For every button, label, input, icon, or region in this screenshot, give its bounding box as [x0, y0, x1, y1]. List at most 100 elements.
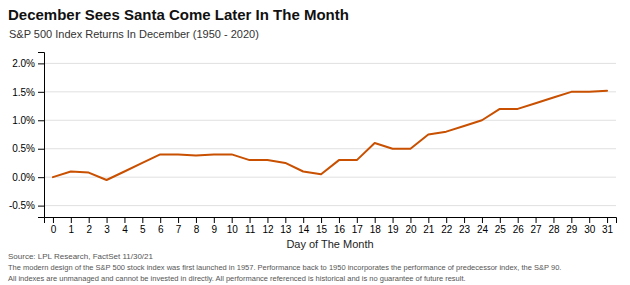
x-tick: 4: [122, 217, 128, 235]
x-tick-label: 26: [513, 224, 525, 235]
y-tick: 0.5%: [12, 143, 44, 154]
x-tick-mark: [446, 217, 447, 223]
y-tick-label: 1.0%: [12, 115, 35, 126]
subtitle: S&P 500 Index Returns In December (1950 …: [9, 28, 259, 40]
x-tick: 21: [423, 217, 435, 235]
x-tick: 30: [584, 217, 596, 235]
x-tick-label: 1: [69, 224, 75, 235]
x-tick-mark: [214, 217, 215, 223]
x-tick: 25: [495, 217, 507, 235]
grid-line: [44, 205, 616, 206]
y-axis-line: [38, 53, 45, 218]
x-tick-label: 15: [316, 224, 328, 235]
x-tick: 14: [298, 217, 310, 235]
y-tick: 2.0%: [12, 58, 44, 69]
x-tick: 29: [566, 217, 578, 235]
grid-line: [44, 177, 616, 178]
x-axis-line: [45, 218, 617, 224]
x-axis-title: Day of The Month: [286, 238, 373, 250]
x-tick: 8: [194, 217, 200, 235]
x-tick-mark: [410, 217, 411, 223]
x-tick-label: 12: [262, 224, 274, 235]
y-tick: 1.5%: [12, 87, 44, 98]
y-tick-mark: [38, 120, 44, 121]
line: [53, 91, 607, 180]
x-tick-mark: [428, 217, 429, 223]
x-tick-label: 23: [459, 224, 471, 235]
y-tick-label: 2.0%: [12, 58, 35, 69]
y-tick-mark: [38, 63, 44, 64]
x-tick-mark: [393, 217, 394, 223]
x-tick-label: 31: [602, 224, 614, 235]
x-tick: 31: [602, 217, 614, 235]
grid-line: [44, 63, 616, 64]
plot-area: [53, 91, 607, 180]
grid-line: [44, 120, 616, 121]
x-tick-label: 5: [140, 224, 146, 235]
x-tick-label: 9: [212, 224, 218, 235]
x-tick-mark: [285, 217, 286, 223]
x-tick-label: 18: [370, 224, 382, 235]
y-tick-label: 0.5%: [12, 143, 35, 154]
x-tick-mark: [536, 217, 537, 223]
y-tick-mark: [38, 206, 44, 207]
x-tick-mark: [160, 217, 161, 223]
x-tick-label: 27: [531, 224, 543, 235]
x-tick: 17: [352, 217, 364, 235]
footnote: All indexes are unmanaged and cannot be …: [8, 274, 466, 283]
x-tick: 3: [104, 217, 110, 235]
x-tick-label: 3: [104, 224, 110, 235]
x-tick-label: 30: [584, 224, 596, 235]
y-tick-mark: [38, 177, 44, 178]
x-tick: 11: [245, 217, 256, 235]
y-tick: 0.0%: [12, 172, 44, 183]
x-tick: 27: [531, 217, 543, 235]
x-tick: 28: [548, 217, 560, 235]
x-tick-mark: [375, 217, 376, 223]
x-tick: 12: [262, 217, 274, 235]
x-tick-label: 0: [51, 224, 57, 235]
x-tick-label: 11: [245, 224, 256, 235]
x-tick: 20: [405, 217, 417, 235]
x-tick-mark: [571, 217, 572, 223]
y-tick-mark: [38, 92, 44, 93]
x-tick: 1: [69, 217, 75, 235]
x-tick: 5: [140, 217, 146, 235]
x-tick-mark: [607, 217, 608, 223]
grid-line: [44, 91, 616, 92]
y-tick: -0.5%: [9, 200, 44, 211]
x-tick-mark: [321, 217, 322, 223]
x-tick-mark: [500, 217, 501, 223]
x-tick-mark: [553, 217, 554, 223]
x-tick-label: 7: [176, 224, 182, 235]
x-axis: 0123456789101112131415161718192021222324…: [45, 217, 617, 235]
y-tick-label: 0.0%: [12, 172, 35, 183]
x-tick-label: 22: [441, 224, 453, 235]
x-tick: 15: [316, 217, 328, 235]
footnote: The modern design of the S&P 500 stock i…: [8, 263, 561, 272]
y-tick: 1.0%: [12, 115, 44, 126]
x-tick: 6: [158, 217, 164, 235]
x-tick-label: 2: [86, 224, 92, 235]
x-tick-label: 20: [405, 224, 417, 235]
x-tick: 22: [441, 217, 453, 235]
x-tick-mark: [124, 217, 125, 223]
x-tick: 23: [459, 217, 471, 235]
x-tick-mark: [196, 217, 197, 223]
x-tick-label: 4: [122, 224, 128, 235]
x-tick-mark: [107, 217, 108, 223]
x-tick-mark: [482, 217, 483, 223]
x-tick-mark: [142, 217, 143, 223]
y-tick-mark: [38, 149, 44, 150]
x-tick: 0: [51, 217, 57, 235]
x-tick: 16: [334, 217, 346, 235]
x-tick: 18: [370, 217, 382, 235]
y-tick-label: -0.5%: [9, 200, 35, 211]
x-tick-mark: [89, 217, 90, 223]
x-tick: 2: [86, 217, 92, 235]
x-tick-label: 19: [388, 224, 400, 235]
x-tick: 19: [388, 217, 400, 235]
x-tick: 24: [477, 217, 489, 235]
x-tick-mark: [464, 217, 465, 223]
x-tick-mark: [250, 217, 251, 223]
